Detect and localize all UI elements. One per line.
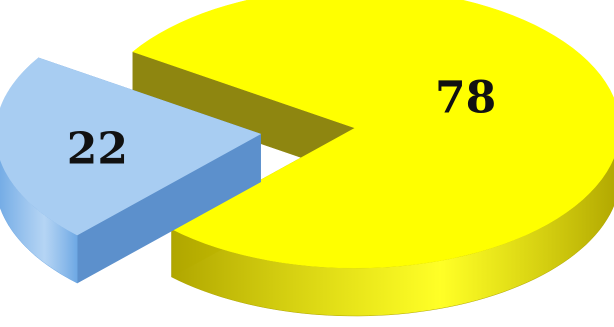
slice-0-top [132, 0, 614, 269]
data-label-slice-0: 78 [435, 73, 496, 124]
slice-1-top [0, 57, 262, 236]
data-label-slice-1: 22 [67, 124, 128, 175]
pie-slices [0, 0, 614, 317]
pie-labels: 78 22 [67, 73, 496, 175]
